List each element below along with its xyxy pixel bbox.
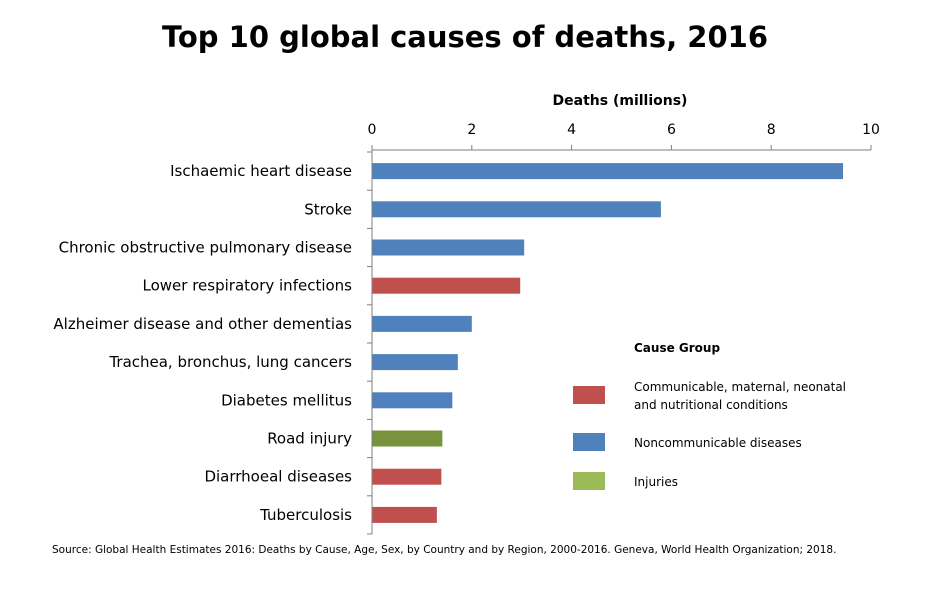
category-label: Trachea, bronchus, lung cancers	[108, 353, 352, 371]
legend-label: Injuries	[634, 475, 678, 489]
category-label: Diabetes mellitus	[221, 391, 352, 409]
legend-swatch	[573, 386, 605, 404]
bar	[372, 392, 453, 409]
category-label: Alzheimer disease and other dementias	[53, 315, 352, 333]
bar	[372, 277, 521, 294]
legend-label: and nutritional conditions	[634, 398, 788, 412]
legend-label: Noncommunicable diseases	[634, 436, 802, 450]
bar	[372, 468, 442, 485]
bar	[372, 315, 472, 332]
category-label: Chronic obstructive pulmonary disease	[59, 239, 352, 257]
category-label: Stroke	[304, 200, 352, 218]
x-tick-label: 8	[767, 122, 776, 138]
chart-title: Top 10 global causes of deaths, 2016	[161, 20, 769, 54]
bar	[372, 430, 443, 447]
category-label: Tuberculosis	[259, 506, 352, 524]
legend-label: Communicable, maternal, neonatal	[634, 380, 846, 394]
x-tick-label: 0	[368, 122, 377, 138]
bar	[372, 506, 437, 523]
bar-chart: Deaths (millions) 0 2 4 6 8 10 Ischaemic heart …	[53, 93, 880, 535]
category-label: Diarrhoeal diseases	[204, 468, 352, 486]
x-tick-label: 6	[667, 122, 676, 138]
source-note: Source: Global Health Estimates 2016: De…	[52, 544, 837, 556]
x-tick-label: 4	[567, 122, 576, 138]
category-label: Road injury	[267, 430, 352, 448]
bar	[372, 201, 661, 218]
bar	[372, 354, 458, 371]
bar	[372, 163, 844, 180]
x-tick-label: 10	[862, 122, 880, 138]
legend-swatch	[573, 433, 605, 451]
category-label: Ischaemic heart disease	[170, 162, 352, 180]
bar	[372, 239, 525, 256]
category-label: Lower respiratory infections	[143, 277, 353, 295]
x-axis-label: Deaths (millions)	[553, 93, 688, 109]
legend-swatch	[573, 472, 605, 490]
legend-title: Cause Group	[634, 341, 720, 355]
x-tick-label: 2	[467, 122, 476, 138]
